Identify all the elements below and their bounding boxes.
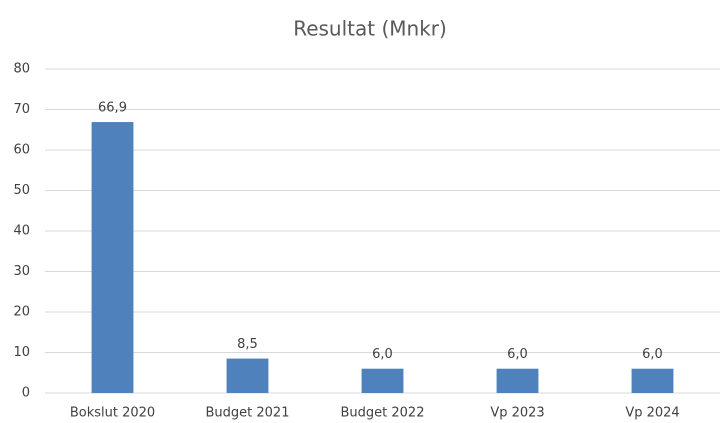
y-tick-label: 30 bbox=[13, 264, 30, 279]
value-label: 8,5 bbox=[237, 337, 258, 352]
bar bbox=[631, 368, 674, 393]
y-tick-label: 10 bbox=[13, 345, 30, 360]
x-tick-label: Budget 2021 bbox=[206, 406, 290, 421]
x-tick-label: Bokslut 2020 bbox=[70, 406, 155, 421]
y-tick-label: 60 bbox=[13, 143, 30, 158]
bar bbox=[496, 368, 539, 393]
y-tick-label: 70 bbox=[13, 102, 30, 117]
y-tick-label: 50 bbox=[13, 183, 30, 198]
y-tick-label: 0 bbox=[22, 386, 30, 401]
y-tick-label: 80 bbox=[13, 62, 30, 77]
bar bbox=[91, 122, 134, 394]
x-tick-label: Vp 2024 bbox=[625, 406, 679, 421]
chart-title: Resultat (Mnkr) bbox=[293, 17, 447, 41]
value-label: 6,0 bbox=[642, 347, 663, 362]
bar bbox=[226, 358, 269, 393]
x-tick-label: Budget 2022 bbox=[341, 406, 425, 421]
value-label: 66,9 bbox=[98, 101, 127, 116]
value-label: 6,0 bbox=[507, 347, 528, 362]
y-tick-label: 20 bbox=[13, 305, 30, 320]
x-tick-label: Vp 2023 bbox=[490, 406, 544, 421]
value-label: 6,0 bbox=[372, 347, 393, 362]
y-tick-label: 40 bbox=[13, 224, 30, 239]
bar bbox=[361, 368, 404, 393]
